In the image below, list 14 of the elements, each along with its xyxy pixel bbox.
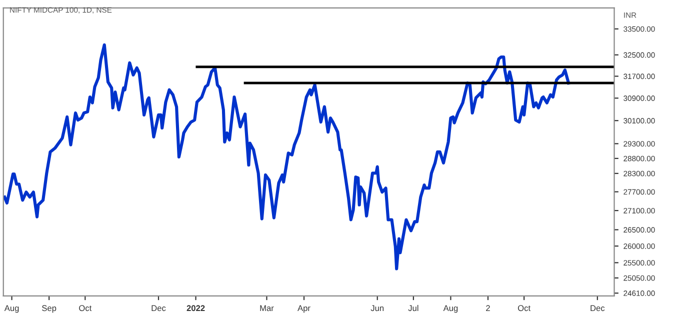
x-tick-label: Oct [518, 305, 530, 312]
x-tick-label: Aug [443, 305, 458, 313]
x-tick-label: Jun [370, 305, 384, 312]
x-tick-label: Dec [590, 305, 605, 312]
x-tick-label: Jul [408, 304, 418, 312]
x-tick-label: Dec [152, 305, 166, 312]
x-tick-label: Sep [42, 305, 56, 313]
x-tick-label: Mar [260, 305, 274, 312]
line-series [3, 43, 570, 270]
x-tick-label: Aug [4, 305, 19, 313]
x-tick-label: Apr [298, 305, 310, 313]
x-tick-label: 2022 [186, 305, 205, 312]
x-tick-label: 2 [486, 305, 490, 311]
x-tick-label: Oct [79, 305, 92, 312]
